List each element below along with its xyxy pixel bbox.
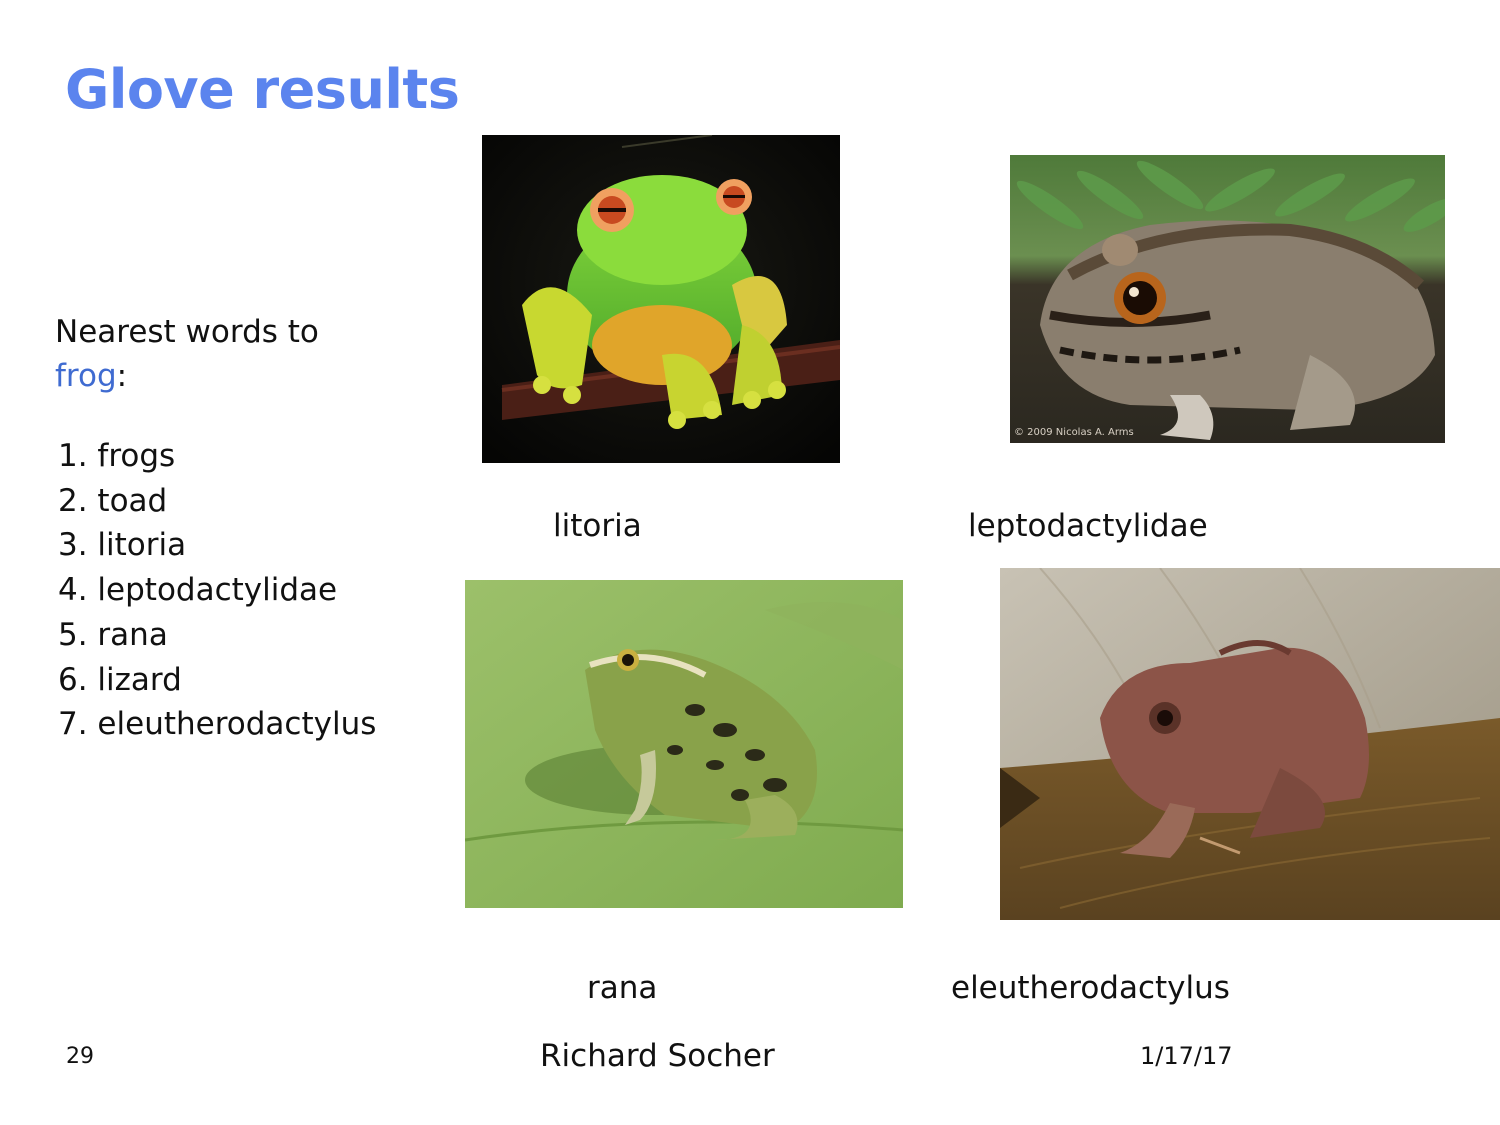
intro-suffix: :: [116, 358, 128, 394]
slide-number: 29: [66, 1044, 94, 1069]
list-item: 1. frogs: [58, 438, 176, 474]
list-item: 2. toad: [58, 482, 168, 519]
intro-prefix: Nearest words to: [55, 314, 319, 350]
photo-credit: © 2009 Nicolas A. Arms: [1014, 427, 1134, 438]
list-item: 3. litoria: [58, 527, 187, 564]
nearest-words-list: 1. frogs 2. toad 3. litoria 4. leptodact…: [58, 434, 376, 747]
list-item: 7. eleutherodactylus: [58, 706, 377, 743]
caption-litoria: litoria: [553, 508, 642, 544]
brown-frog-photo: © 2009 Nicolas A. Arms: [1010, 155, 1445, 443]
query-word: frog: [55, 358, 117, 394]
intro-query-line: frog:: [55, 354, 319, 398]
list-item: 4. leptodactylidae: [58, 572, 338, 609]
caption-rana: rana: [587, 970, 658, 1006]
caption-eleutherodactylus: eleutherodactylus: [951, 970, 1230, 1006]
list-item: 5. rana: [58, 616, 168, 653]
brown-leaf-frog-photo: [1000, 568, 1500, 920]
list-item: 6. lizard: [58, 661, 182, 698]
slide-title: Glove results: [65, 58, 460, 121]
footer-date: 1/17/17: [1140, 1042, 1233, 1070]
footer-author: Richard Socher: [540, 1038, 775, 1074]
green-pond-frog-photo: [465, 580, 903, 908]
green-tree-frog-photo: [482, 135, 840, 463]
caption-leptodactylidae: leptodactylidae: [968, 508, 1208, 544]
intro-text: Nearest words to frog:: [55, 310, 319, 398]
